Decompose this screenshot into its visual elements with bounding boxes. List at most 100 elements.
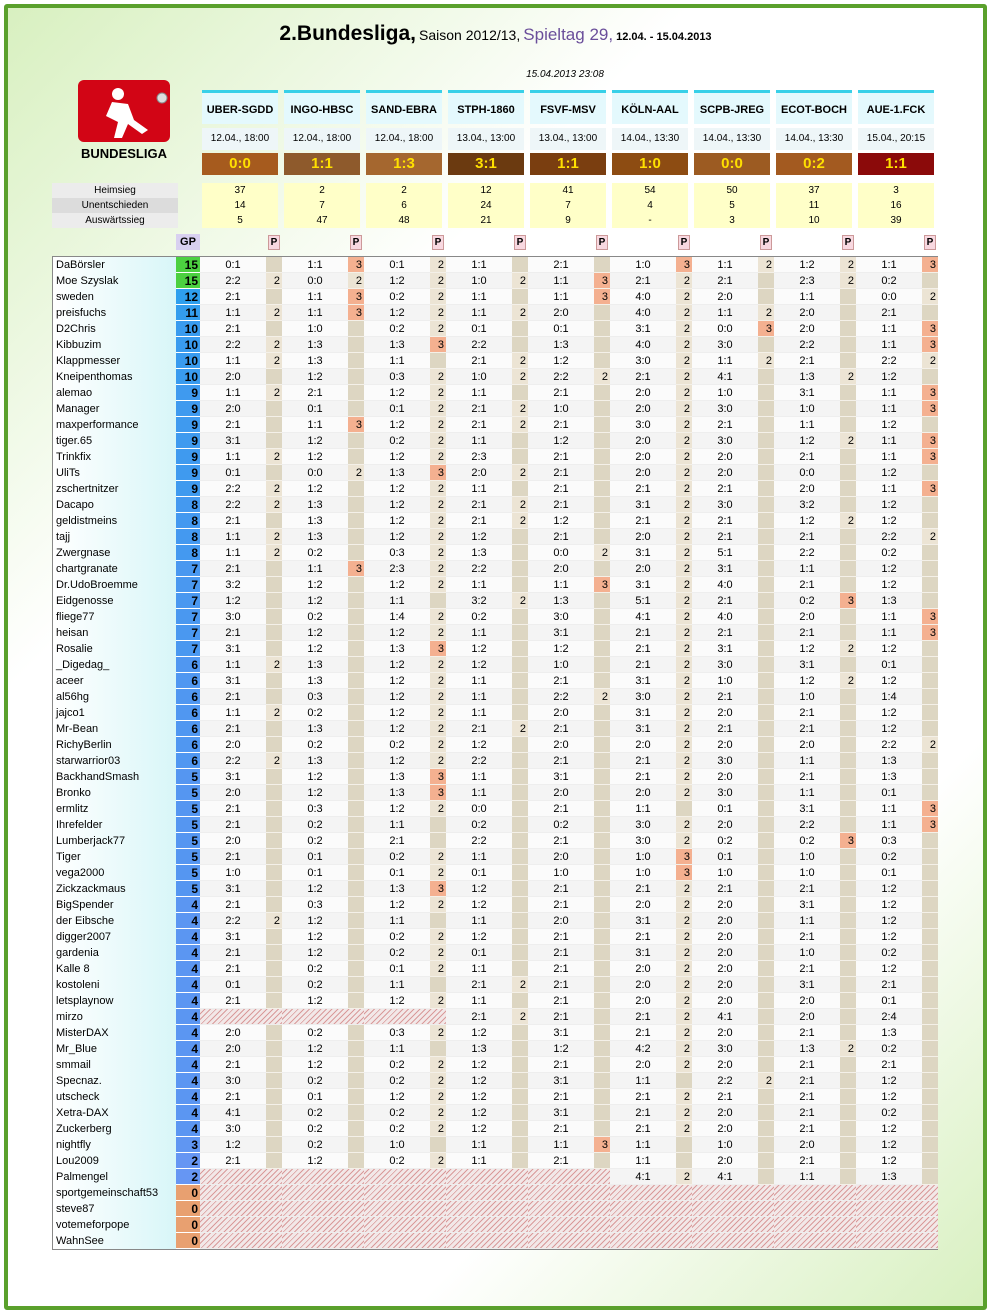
- points: [348, 913, 364, 929]
- tip: 0:0: [446, 801, 512, 817]
- points: [840, 897, 856, 913]
- tip: 1:1: [610, 1153, 676, 1169]
- points: 3: [922, 449, 938, 465]
- tip: 0:1: [282, 1089, 348, 1105]
- points: 2: [430, 865, 446, 881]
- gp-value: 10: [176, 369, 200, 385]
- points: [266, 785, 282, 801]
- tip: 2:1: [446, 513, 512, 529]
- tip: 1:2: [528, 1041, 594, 1057]
- tip: 1:2: [364, 721, 430, 737]
- tip: 1:1: [692, 257, 758, 273]
- no-tip: [610, 1217, 692, 1233]
- points: [512, 1153, 528, 1169]
- points: 3: [430, 785, 446, 801]
- points: [266, 929, 282, 945]
- points: 3: [594, 273, 610, 289]
- tip: 1:1: [282, 417, 348, 433]
- points: [512, 737, 528, 753]
- points: 3: [594, 577, 610, 593]
- stat-away: 47: [284, 213, 360, 228]
- tip: 2:2: [528, 369, 594, 385]
- tip: 1:2: [856, 881, 922, 897]
- gp-value: 5: [176, 833, 200, 849]
- points: [594, 865, 610, 881]
- tip: 2:0: [692, 1025, 758, 1041]
- tip: 1:3: [364, 337, 430, 353]
- match-result: 0:0: [202, 153, 278, 175]
- points: 3: [758, 321, 774, 337]
- stat-away: 39: [858, 213, 934, 228]
- tip: 2:1: [692, 721, 758, 737]
- tip: 2:1: [856, 305, 922, 321]
- points: 2: [676, 385, 692, 401]
- points: [758, 545, 774, 561]
- points: [922, 1121, 938, 1137]
- tip: 3:1: [610, 721, 676, 737]
- tip: 1:0: [610, 865, 676, 881]
- tip: 4:0: [610, 337, 676, 353]
- tip: 1:1: [856, 481, 922, 497]
- gp-value: 5: [176, 881, 200, 897]
- tip: 2:0: [446, 465, 512, 481]
- player-name: jajco1: [54, 705, 176, 721]
- tip: 4:0: [692, 577, 758, 593]
- tip: 1:2: [364, 689, 430, 705]
- points: [840, 1105, 856, 1121]
- points: 2: [266, 337, 282, 353]
- tip: 2:0: [692, 1057, 758, 1073]
- tip: 1:2: [446, 1105, 512, 1121]
- gp-value: 4: [176, 1105, 200, 1121]
- points: [348, 817, 364, 833]
- tip: 2:1: [774, 529, 840, 545]
- player-name: tajj: [54, 529, 176, 545]
- points: [922, 961, 938, 977]
- points: [758, 865, 774, 881]
- tip: 2:0: [200, 1025, 266, 1041]
- points: 2: [840, 513, 856, 529]
- points: [348, 769, 364, 785]
- tip: 1:0: [528, 657, 594, 673]
- tip: 0:2: [282, 833, 348, 849]
- points: [266, 865, 282, 881]
- tip: 1:2: [282, 433, 348, 449]
- tip: 1:2: [282, 913, 348, 929]
- no-tip: [692, 1201, 774, 1217]
- gp-value: 5: [176, 801, 200, 817]
- tip: 1:0: [528, 401, 594, 417]
- points: [758, 929, 774, 945]
- points: 3: [430, 465, 446, 481]
- tip: 4:1: [200, 1105, 266, 1121]
- tip: 2:1: [200, 801, 266, 817]
- points: [840, 1153, 856, 1169]
- no-tip: [774, 1217, 856, 1233]
- tip: 0:1: [364, 401, 430, 417]
- points: [348, 1153, 364, 1169]
- points: [594, 673, 610, 689]
- tip: 2:1: [528, 417, 594, 433]
- tip: 1:2: [856, 417, 922, 433]
- no-tip: [200, 1201, 282, 1217]
- player-name: Mr_Blue: [54, 1041, 176, 1057]
- points: [512, 689, 528, 705]
- tip: 2:0: [200, 833, 266, 849]
- points: [512, 1025, 528, 1041]
- tip: 2:0: [610, 993, 676, 1009]
- tip: 2:0: [200, 1041, 266, 1057]
- tip: 1:2: [446, 1057, 512, 1073]
- tip: 2:1: [200, 561, 266, 577]
- player-name: kostoleni: [54, 977, 176, 993]
- p-header: P: [596, 235, 608, 250]
- points: 2: [676, 417, 692, 433]
- match-date: 12.04., 18:00: [202, 128, 278, 150]
- player-name: geldistmeins: [54, 513, 176, 529]
- tip: 1:2: [282, 369, 348, 385]
- tip: 3:1: [610, 497, 676, 513]
- player-name: nightfly: [54, 1137, 176, 1153]
- tip: 1:2: [282, 881, 348, 897]
- tip: 1:3: [774, 369, 840, 385]
- tip: 3:1: [528, 1025, 594, 1041]
- tip: 1:1: [774, 417, 840, 433]
- tip: 2:0: [610, 1057, 676, 1073]
- match-result: 1:0: [612, 153, 688, 175]
